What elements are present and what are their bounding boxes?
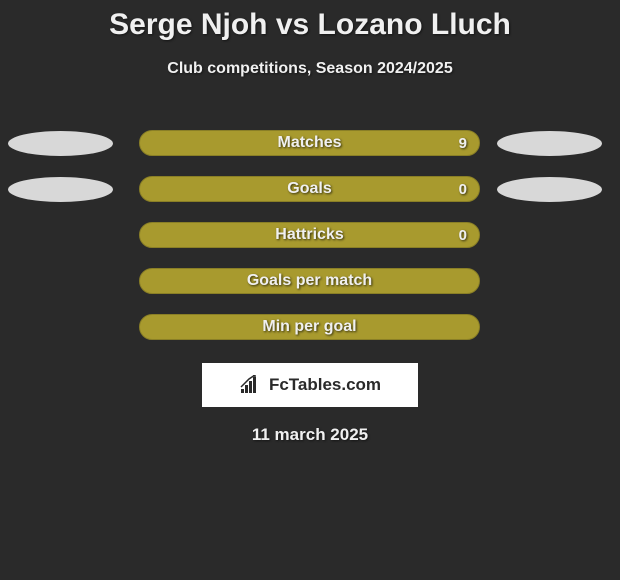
stat-row-hattricks: Hattricks 0 — [0, 212, 620, 258]
stat-row-min-per-goal: Min per goal — [0, 304, 620, 350]
stat-value: 0 — [459, 181, 467, 198]
stat-bar: Min per goal — [139, 314, 480, 340]
ellipse-icon — [8, 131, 113, 156]
stat-bar: Hattricks 0 — [139, 222, 480, 248]
stat-label: Matches — [277, 134, 341, 152]
stat-label: Goals — [287, 180, 331, 198]
page-title: Serge Njoh vs Lozano Lluch — [0, 0, 620, 42]
stat-bar: Goals per match — [139, 268, 480, 294]
chart-icon — [239, 375, 263, 395]
stat-row-goals-per-match: Goals per match — [0, 258, 620, 304]
brand-box[interactable]: FcTables.com — [202, 363, 418, 407]
stat-value: 0 — [459, 227, 467, 244]
subtitle: Club competitions, Season 2024/2025 — [0, 60, 620, 78]
stat-label: Hattricks — [275, 226, 343, 244]
stat-bar: Matches 9 — [139, 130, 480, 156]
comparison-widget: Serge Njoh vs Lozano Lluch Club competit… — [0, 0, 620, 445]
ellipse-icon — [8, 177, 113, 202]
ellipse-icon — [497, 131, 602, 156]
stat-value: 9 — [459, 135, 467, 152]
stat-label: Goals per match — [247, 272, 372, 290]
ellipse-icon — [497, 177, 602, 202]
stat-row-goals: Goals 0 — [0, 166, 620, 212]
date-text: 11 march 2025 — [0, 425, 620, 445]
stat-label: Min per goal — [262, 318, 356, 336]
stat-row-matches: Matches 9 — [0, 120, 620, 166]
brand-text: FcTables.com — [269, 375, 381, 395]
stat-bar: Goals 0 — [139, 176, 480, 202]
stats-area: Matches 9 Goals 0 Hattricks 0 Goals per … — [0, 120, 620, 350]
